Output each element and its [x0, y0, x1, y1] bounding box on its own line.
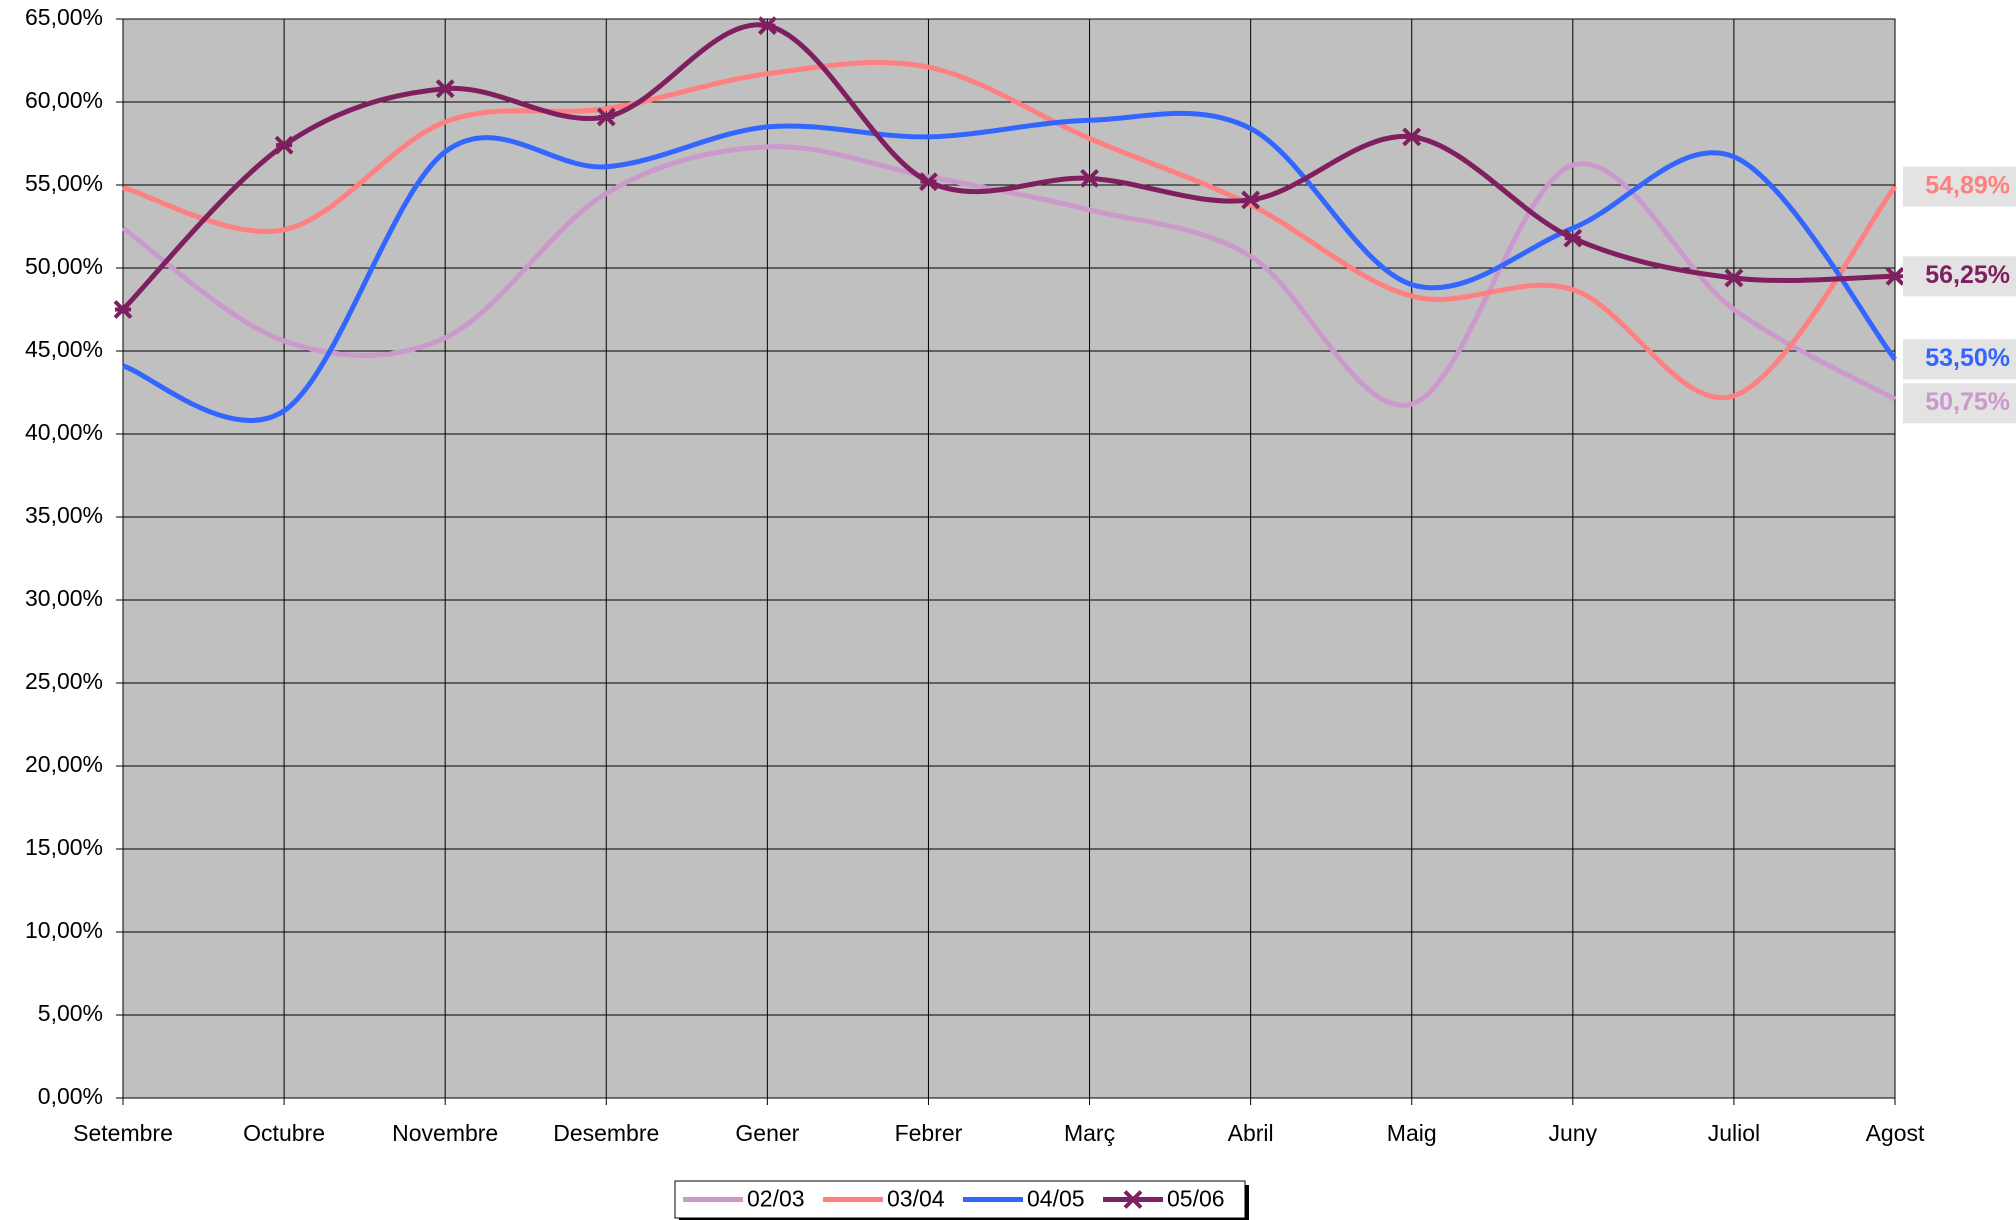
end-label: 50,75%: [1925, 388, 2010, 416]
marker-shape: [1123, 1190, 1143, 1209]
marker: [113, 300, 133, 319]
y-tick-label: 5,00%: [38, 1000, 103, 1026]
marker: [1241, 190, 1261, 210]
y-tick-label: 10,00%: [25, 917, 103, 943]
end-label: 56,25%: [1925, 261, 2010, 289]
marker: [1724, 268, 1744, 288]
x-tick-label: Octubre: [243, 1120, 325, 1146]
plot-area: [123, 19, 1895, 1098]
marker-shape: [1241, 190, 1261, 210]
end-label-box: [1903, 166, 2016, 207]
x-tick-label: Desembre: [553, 1120, 659, 1146]
y-tick-label: 55,00%: [25, 170, 103, 196]
marker-shape: [1563, 228, 1583, 248]
y-tick-label: 0,00%: [38, 1083, 103, 1109]
marker-shape: [757, 16, 777, 36]
y-tick-label: 30,00%: [25, 585, 103, 611]
marker-shape: [1885, 266, 1905, 286]
y-tick-label: 20,00%: [25, 751, 103, 777]
y-tick-label: 45,00%: [25, 336, 103, 362]
x-tick-label: Abril: [1228, 1120, 1274, 1146]
end-label-box: [1903, 339, 2016, 380]
end-label: 54,89%: [1925, 171, 2010, 199]
marker: [1563, 228, 1583, 248]
x-tick-label: Maig: [1387, 1120, 1437, 1146]
marker-shape: [1080, 168, 1099, 188]
series-line: [122, 60, 1897, 401]
x-tick-label: Juny: [1549, 1120, 1598, 1146]
end-label-box: [1903, 256, 2016, 297]
marker: [1080, 168, 1099, 188]
series-line: [122, 110, 1897, 424]
plot-border: [122, 18, 1896, 1099]
end-label: 53,50%: [1925, 344, 2010, 372]
x-tick-label: Febrer: [895, 1120, 963, 1146]
legend: 02/03 03/04 04/05 05/06: [674, 1180, 1249, 1220]
marker-shape: [274, 135, 294, 155]
y-tick-label: 65,00%: [25, 4, 103, 30]
marker-shape: [1402, 127, 1422, 147]
x-tick-label: Juliol: [1708, 1120, 1760, 1146]
end-label-box: [1903, 383, 2016, 424]
x-tick-label: Març: [1064, 1120, 1115, 1146]
y-tick-label: 50,00%: [25, 253, 103, 279]
y-tick-label: 15,00%: [25, 834, 103, 860]
marker-shape: [1724, 268, 1744, 288]
y-tick-label: 60,00%: [25, 87, 103, 113]
x-tick-label: Agost: [1866, 1120, 1925, 1146]
legend-label: 04/05: [1027, 1186, 1085, 1212]
y-tick-label: 25,00%: [25, 668, 103, 694]
y-tick-label: 40,00%: [25, 419, 103, 445]
marker: [274, 135, 294, 155]
legend-label: 03/04: [887, 1186, 945, 1212]
marker: [757, 16, 777, 36]
marker-shape: [113, 300, 133, 319]
marker-shape: [435, 79, 455, 99]
x-tick-label: Novembre: [392, 1120, 498, 1146]
legend-label: 02/03: [747, 1186, 805, 1212]
x-tick-label: Gener: [735, 1120, 799, 1146]
marker-shape: [596, 107, 616, 127]
series-line: [121, 144, 1897, 408]
y-tick-label: 35,00%: [25, 502, 103, 528]
marker: [1885, 266, 1905, 286]
x-tick-label: Setembre: [73, 1120, 173, 1146]
legend-label: 05/06: [1167, 1186, 1225, 1212]
marker: [1402, 127, 1422, 147]
marker-shape: [919, 172, 938, 192]
marker: [919, 172, 938, 192]
marker: [596, 107, 616, 127]
marker: [435, 79, 455, 99]
